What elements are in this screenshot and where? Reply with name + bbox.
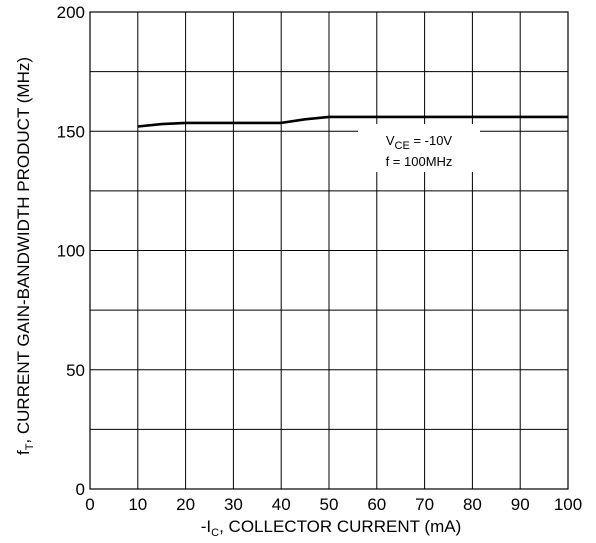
x-tick-label: 0 — [85, 495, 94, 514]
x-tick-label: 90 — [511, 495, 530, 514]
x-tick-label: 100 — [554, 495, 582, 514]
x-tick-label: 50 — [320, 495, 339, 514]
y-tick-label: 150 — [57, 122, 85, 141]
annotation-vce: VCE = -10V — [386, 133, 453, 152]
x-tick-label: 10 — [128, 495, 147, 514]
x-tick-label: 70 — [415, 495, 434, 514]
y-tick-label: 0 — [76, 480, 85, 499]
x-tick-label: 20 — [176, 495, 195, 514]
series-layer — [137, 115, 568, 128]
x-tick-label: 40 — [272, 495, 291, 514]
grid — [89, 11, 569, 490]
y-tick-label: 100 — [57, 242, 85, 261]
y-axis-title: fT, CURRENT GAIN-BANDWIDTH PRODUCT (MHz) — [14, 57, 36, 455]
series-line — [137, 115, 568, 128]
plot-frame — [89, 11, 569, 490]
annotation-background — [358, 124, 480, 172]
y-tick-label: 50 — [66, 361, 85, 380]
y-tick-labels: 0 50 100 150 200 — [57, 3, 85, 499]
x-tick-label: 80 — [463, 495, 482, 514]
y-tick-label: 200 — [57, 3, 85, 22]
annotation-frequency: f = 100MHz — [386, 154, 453, 169]
x-tick-label: 60 — [367, 495, 386, 514]
x-tick-label: 30 — [224, 495, 243, 514]
x-tick-labels: 0 10 20 30 40 50 60 70 80 90 100 — [85, 495, 582, 514]
x-axis-title: -IC, COLLECTOR CURRENT (mA) — [201, 517, 461, 539]
